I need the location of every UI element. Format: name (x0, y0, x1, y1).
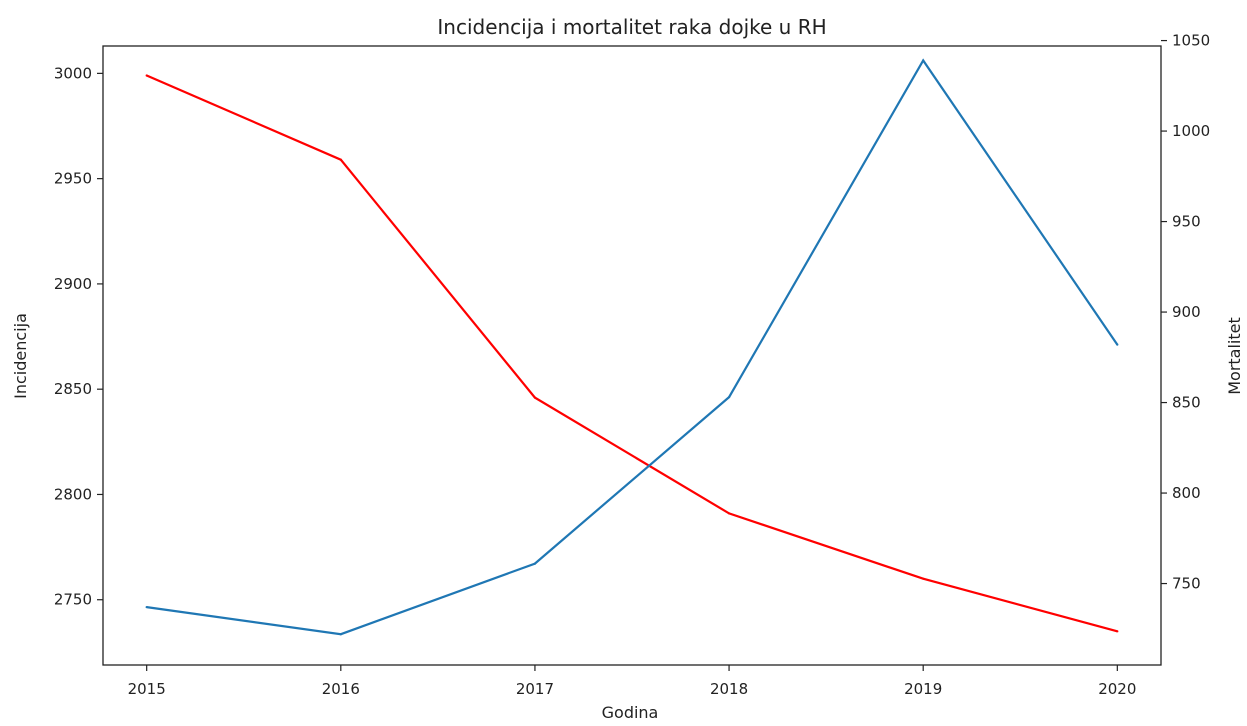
y-right-tick-label: 900 (1172, 303, 1201, 321)
x-tick-label: 2017 (516, 680, 554, 698)
y-left-tick-label: 2750 (54, 591, 92, 609)
data-point-left (727, 512, 731, 515)
y-axis-left-label: Incidencija (11, 313, 30, 399)
series-layer (145, 58, 1119, 636)
data-point-left (1116, 630, 1119, 633)
x-tick-label: 2015 (128, 680, 166, 698)
x-axis-label: Godina (602, 703, 659, 722)
y-left-tick-label: 2800 (54, 485, 92, 503)
y-axis-right-ticks: 750 800 850 900 950 1000 1050 (1161, 32, 1210, 593)
y-right-tick-label: 800 (1172, 484, 1201, 502)
data-point-right (727, 396, 731, 399)
y-right-tick-label: 850 (1172, 394, 1201, 412)
y-left-tick-label: 2950 (54, 170, 92, 188)
y-right-tick-label: 950 (1172, 213, 1201, 231)
y-axis-right-label: Mortalitet (1225, 317, 1244, 395)
chart-title: Incidencija i mortalitet raka dojke u RH (437, 15, 826, 39)
y-left-tick-label: 2850 (54, 380, 92, 398)
series-line-left (146, 74, 1118, 633)
plot-area-frame (102, 45, 1162, 666)
data-point-right (1116, 343, 1119, 346)
x-tick-label: 2019 (904, 680, 942, 698)
data-point-right (145, 605, 148, 609)
data-point-left (533, 396, 537, 399)
y-left-tick-label: 3000 (54, 64, 92, 82)
data-point-right (533, 562, 537, 565)
y-right-tick-label: 1050 (1172, 32, 1210, 50)
data-point-left (145, 74, 148, 77)
x-axis-ticks: 2015 2016 2017 2018 2019 2020 (128, 665, 1136, 698)
data-point-left (339, 158, 342, 161)
data-point-right (922, 59, 925, 62)
x-tick-label: 2016 (322, 680, 360, 698)
x-tick-label: 2020 (1098, 680, 1136, 698)
y-right-tick-label: 750 (1172, 575, 1201, 593)
x-tick-label: 2018 (710, 680, 748, 698)
y-left-tick-label: 2900 (54, 275, 92, 293)
y-right-tick-label: 1000 (1172, 122, 1210, 140)
series-line-right (146, 58, 1119, 636)
y-axis-left-ticks: 2750 2800 2850 2900 2950 3000 (54, 64, 103, 609)
data-point-right (339, 633, 342, 636)
data-point-left (922, 577, 925, 580)
